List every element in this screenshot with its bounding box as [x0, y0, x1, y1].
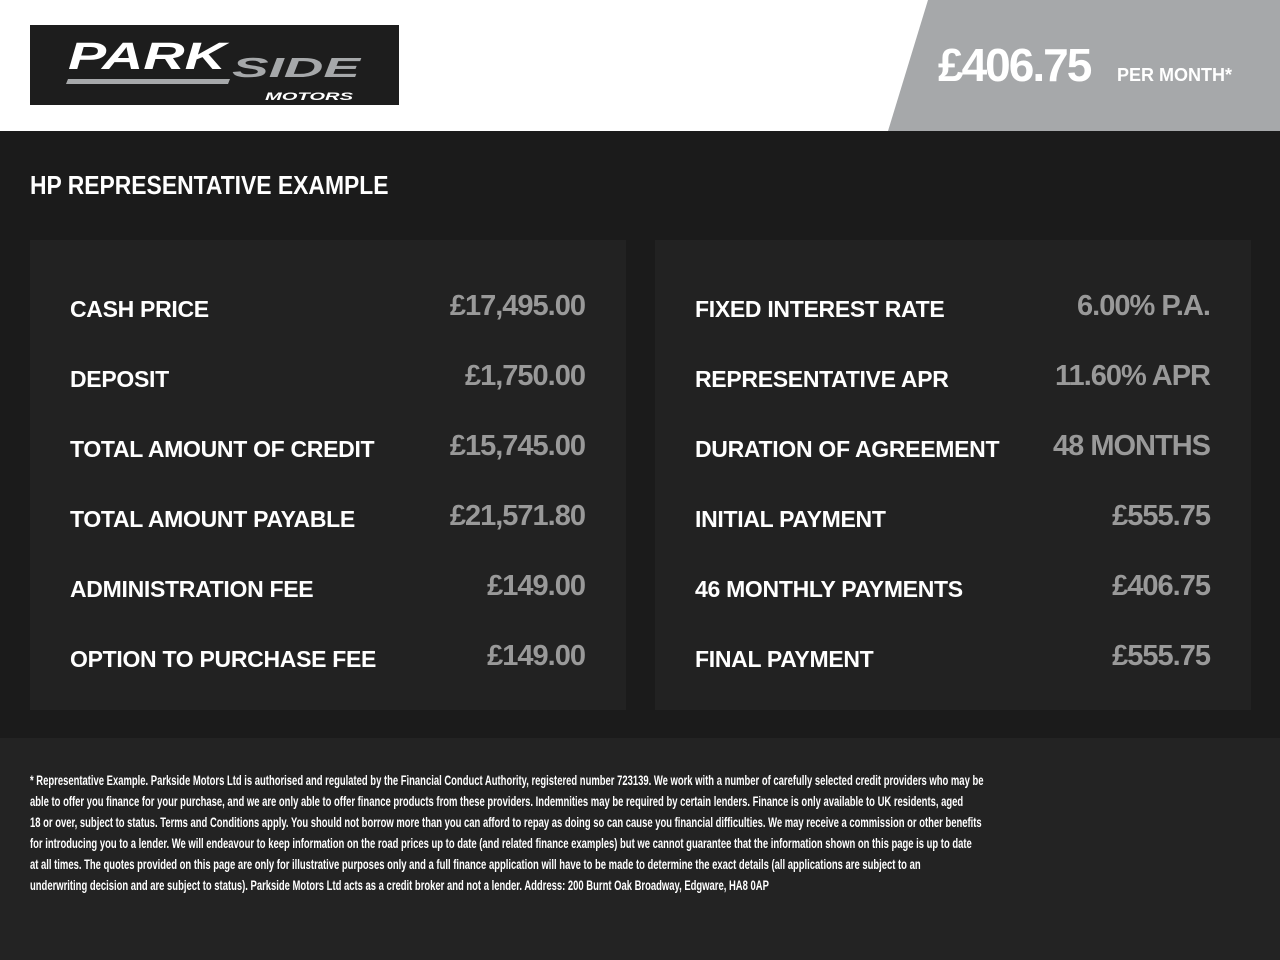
- svg-text:PARK: PARK: [68, 36, 230, 78]
- finance-details-right: FIXED INTEREST RATE 6.00% P.A. REPRESENTA…: [655, 240, 1251, 710]
- value: £555.75: [1112, 500, 1211, 532]
- per-month-label: PER MONTH*: [1117, 65, 1233, 85]
- row-option-fee: OPTION TO PURCHASE FEE £149.00: [70, 638, 586, 678]
- row-admin-fee: ADMINISTRATION FEE £149.00: [70, 568, 586, 608]
- row-total-payable: TOTAL AMOUNT PAYABLE £21,571.80: [70, 498, 586, 538]
- label: FIXED INTEREST RATE: [695, 296, 945, 322]
- row-apr: REPRESENTATIVE APR 11.60% APR: [695, 358, 1211, 398]
- row-final-payment: FINAL PAYMENT £555.75: [695, 638, 1211, 678]
- label: CASH PRICE: [70, 296, 209, 322]
- row-interest-rate: FIXED INTEREST RATE 6.00% P.A.: [695, 288, 1211, 328]
- header: PARK SIDE MOTORS £406.75 PER MONTH*: [0, 0, 1280, 131]
- row-monthly-payments: 46 MONTHLY PAYMENTS £406.75: [695, 568, 1211, 608]
- footer: * Representative Example. Parkside Motor…: [0, 738, 1280, 960]
- svg-text:SIDE: SIDE: [232, 52, 363, 83]
- value: £1,750.00: [464, 360, 586, 392]
- page-title: HP REPRESENTATIVE EXAMPLE: [30, 170, 389, 200]
- label: DEPOSIT: [70, 366, 169, 392]
- value: £149.00: [487, 640, 586, 672]
- row-cash-price: CASH PRICE £17,495.00: [70, 288, 586, 328]
- row-total-credit: TOTAL AMOUNT OF CREDIT £15,745.00: [70, 428, 586, 468]
- svg-text:MOTORS: MOTORS: [265, 91, 354, 103]
- finance-details-left: CASH PRICE £17,495.00 DEPOSIT £1,750.00 TO…: [30, 240, 626, 710]
- label: TOTAL AMOUNT OF CREDIT: [70, 436, 375, 462]
- value: 11.60% APR: [1055, 360, 1211, 392]
- label: ADMINISTRATION FEE: [70, 576, 314, 602]
- label: DURATION OF AGREEMENT: [695, 436, 1000, 462]
- label: FINAL PAYMENT: [695, 646, 874, 672]
- label: TOTAL AMOUNT PAYABLE: [70, 506, 355, 532]
- label: 46 MONTHLY PAYMENTS: [695, 576, 963, 602]
- row-deposit: DEPOSIT £1,750.00: [70, 358, 586, 398]
- value: 48 MONTHS: [1053, 430, 1211, 462]
- label: OPTION TO PURCHASE FEE: [70, 646, 377, 672]
- parkside-motors-logo[interactable]: PARK SIDE MOTORS: [30, 25, 399, 105]
- value: £15,745.00: [449, 430, 586, 462]
- value: 6.00% P.A.: [1077, 290, 1211, 322]
- monthly-price: £406.75: [938, 39, 1092, 91]
- value: £21,571.80: [449, 500, 586, 532]
- label: INITIAL PAYMENT: [695, 506, 886, 532]
- disclaimer-text: * Representative Example. Parkside Motor…: [30, 773, 984, 893]
- value: £17,495.00: [449, 290, 586, 322]
- row-initial-payment: INITIAL PAYMENT £555.75: [695, 498, 1211, 538]
- value: £406.75: [1112, 570, 1211, 602]
- row-duration: DURATION OF AGREEMENT 48 MONTHS: [695, 428, 1211, 468]
- monthly-price-panel: £406.75 PER MONTH*: [888, 0, 1280, 131]
- value: £149.00: [487, 570, 586, 602]
- value: £555.75: [1112, 640, 1211, 672]
- label: REPRESENTATIVE APR: [695, 366, 949, 392]
